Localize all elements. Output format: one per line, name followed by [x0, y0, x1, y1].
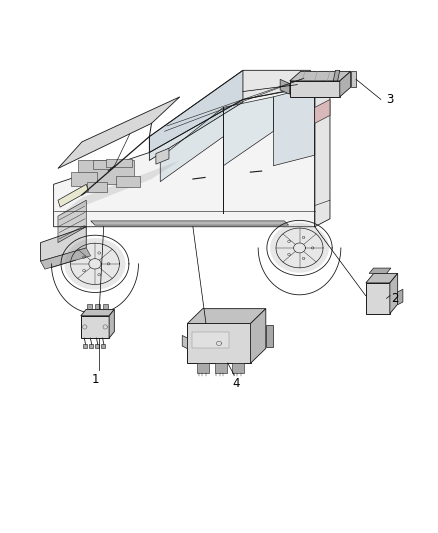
Polygon shape — [369, 268, 391, 273]
Polygon shape — [398, 289, 403, 305]
Polygon shape — [251, 309, 266, 364]
Polygon shape — [116, 176, 140, 187]
Polygon shape — [58, 184, 88, 207]
Polygon shape — [81, 316, 109, 338]
Polygon shape — [366, 283, 390, 314]
Bar — [103, 304, 108, 310]
Polygon shape — [156, 148, 169, 164]
Polygon shape — [290, 81, 340, 97]
Bar — [215, 363, 227, 373]
Bar — [89, 344, 93, 348]
Polygon shape — [333, 70, 340, 81]
Polygon shape — [290, 71, 351, 81]
Polygon shape — [390, 273, 398, 314]
Bar — [83, 344, 87, 348]
Bar — [232, 363, 244, 373]
Polygon shape — [81, 310, 114, 316]
Bar — [95, 304, 100, 310]
Polygon shape — [315, 100, 330, 123]
Ellipse shape — [64, 238, 126, 289]
Polygon shape — [149, 70, 311, 152]
Polygon shape — [58, 200, 86, 243]
Bar — [101, 344, 105, 348]
Text: 4: 4 — [233, 377, 240, 390]
Polygon shape — [58, 160, 180, 216]
Polygon shape — [41, 227, 86, 261]
Polygon shape — [187, 309, 266, 324]
Text: 1: 1 — [91, 373, 99, 385]
Ellipse shape — [270, 223, 329, 273]
Polygon shape — [340, 71, 351, 97]
Text: 2: 2 — [391, 292, 399, 305]
Polygon shape — [315, 76, 330, 227]
Polygon shape — [149, 70, 243, 160]
Polygon shape — [106, 159, 132, 167]
Polygon shape — [71, 172, 97, 185]
Polygon shape — [366, 273, 398, 283]
Polygon shape — [351, 71, 356, 87]
Polygon shape — [160, 108, 223, 182]
Text: 3: 3 — [386, 93, 393, 106]
Polygon shape — [87, 182, 107, 192]
Bar — [192, 332, 229, 348]
Polygon shape — [223, 97, 273, 166]
Polygon shape — [53, 86, 315, 227]
Polygon shape — [280, 79, 290, 94]
Polygon shape — [91, 221, 289, 225]
Polygon shape — [58, 97, 180, 168]
Polygon shape — [93, 160, 110, 169]
Polygon shape — [58, 97, 180, 168]
Polygon shape — [41, 248, 91, 269]
Bar — [95, 344, 99, 348]
Polygon shape — [273, 86, 315, 166]
Polygon shape — [78, 160, 134, 184]
Polygon shape — [109, 310, 114, 338]
Polygon shape — [266, 325, 273, 346]
Polygon shape — [182, 335, 187, 349]
Bar — [197, 363, 209, 373]
Polygon shape — [187, 324, 251, 364]
Bar — [87, 304, 92, 310]
